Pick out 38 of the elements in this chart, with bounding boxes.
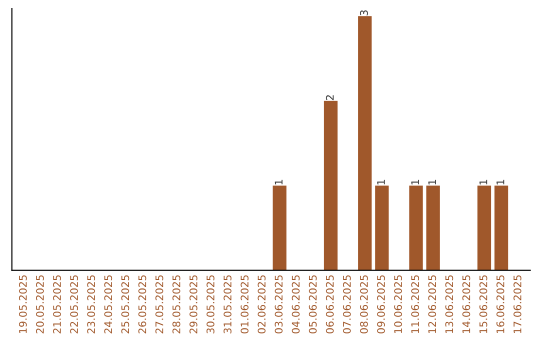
x-tick-label: 20.05.2025	[36, 275, 44, 334]
x-tick-label: 03.06.2025	[274, 275, 283, 334]
x-tick-label: 23.05.2025	[87, 275, 96, 334]
x-tick-label: 25.05.2025	[121, 275, 130, 334]
x-tick-label: 16.06.2025	[496, 275, 504, 333]
x-tick-label: 05.06.2025	[308, 275, 317, 334]
x-tick-label: 06.06.2025	[326, 275, 334, 334]
x-tick-label: 28.05.2025	[172, 275, 180, 334]
data-label: 1	[411, 180, 419, 184]
x-tick-label: 14.06.2025	[462, 275, 470, 333]
data-label: 1	[377, 180, 385, 184]
data-label: 1	[428, 180, 436, 184]
x-tick-label: 31.05.2025	[224, 275, 232, 334]
x-tick-label: 26.05.2025	[138, 275, 146, 334]
x-tick-label: 01.06.2025	[240, 275, 249, 334]
x-tick-label: 30.05.2025	[206, 275, 214, 334]
x-tick-label: 10.06.2025	[394, 275, 402, 333]
data-label: 1	[480, 180, 488, 184]
data-label: 1	[274, 180, 282, 184]
data-label: 2	[326, 95, 334, 100]
x-tick-label: 24.05.2025	[104, 275, 112, 334]
x-tick-label: 11.06.2025	[411, 275, 420, 333]
x-tick-label: 17.06.2025	[513, 275, 522, 333]
x-tick-label: 12.06.2025	[428, 275, 436, 333]
x-tick-label: 19.05.2025	[18, 275, 27, 333]
x-tick-label: 07.06.2025	[342, 275, 351, 334]
x-tick-label: 27.05.2025	[155, 275, 164, 334]
x-tick-label: 02.06.2025	[258, 275, 266, 334]
data-label: 1	[496, 180, 504, 184]
x-tick-label: 29.05.2025	[189, 275, 198, 334]
x-tick-label: 08.06.2025	[360, 275, 368, 334]
x-tick-label: 22.05.2025	[70, 275, 78, 334]
x-tick-label: 13.06.2025	[445, 275, 454, 333]
x-tick-label: 09.06.2025	[377, 275, 385, 334]
x-tick-label: 04.06.2025	[292, 275, 300, 334]
x-tick-label: 15.06.2025	[479, 275, 488, 333]
data-label: 3	[360, 10, 368, 16]
x-tick-label: 21.05.2025	[53, 275, 61, 334]
